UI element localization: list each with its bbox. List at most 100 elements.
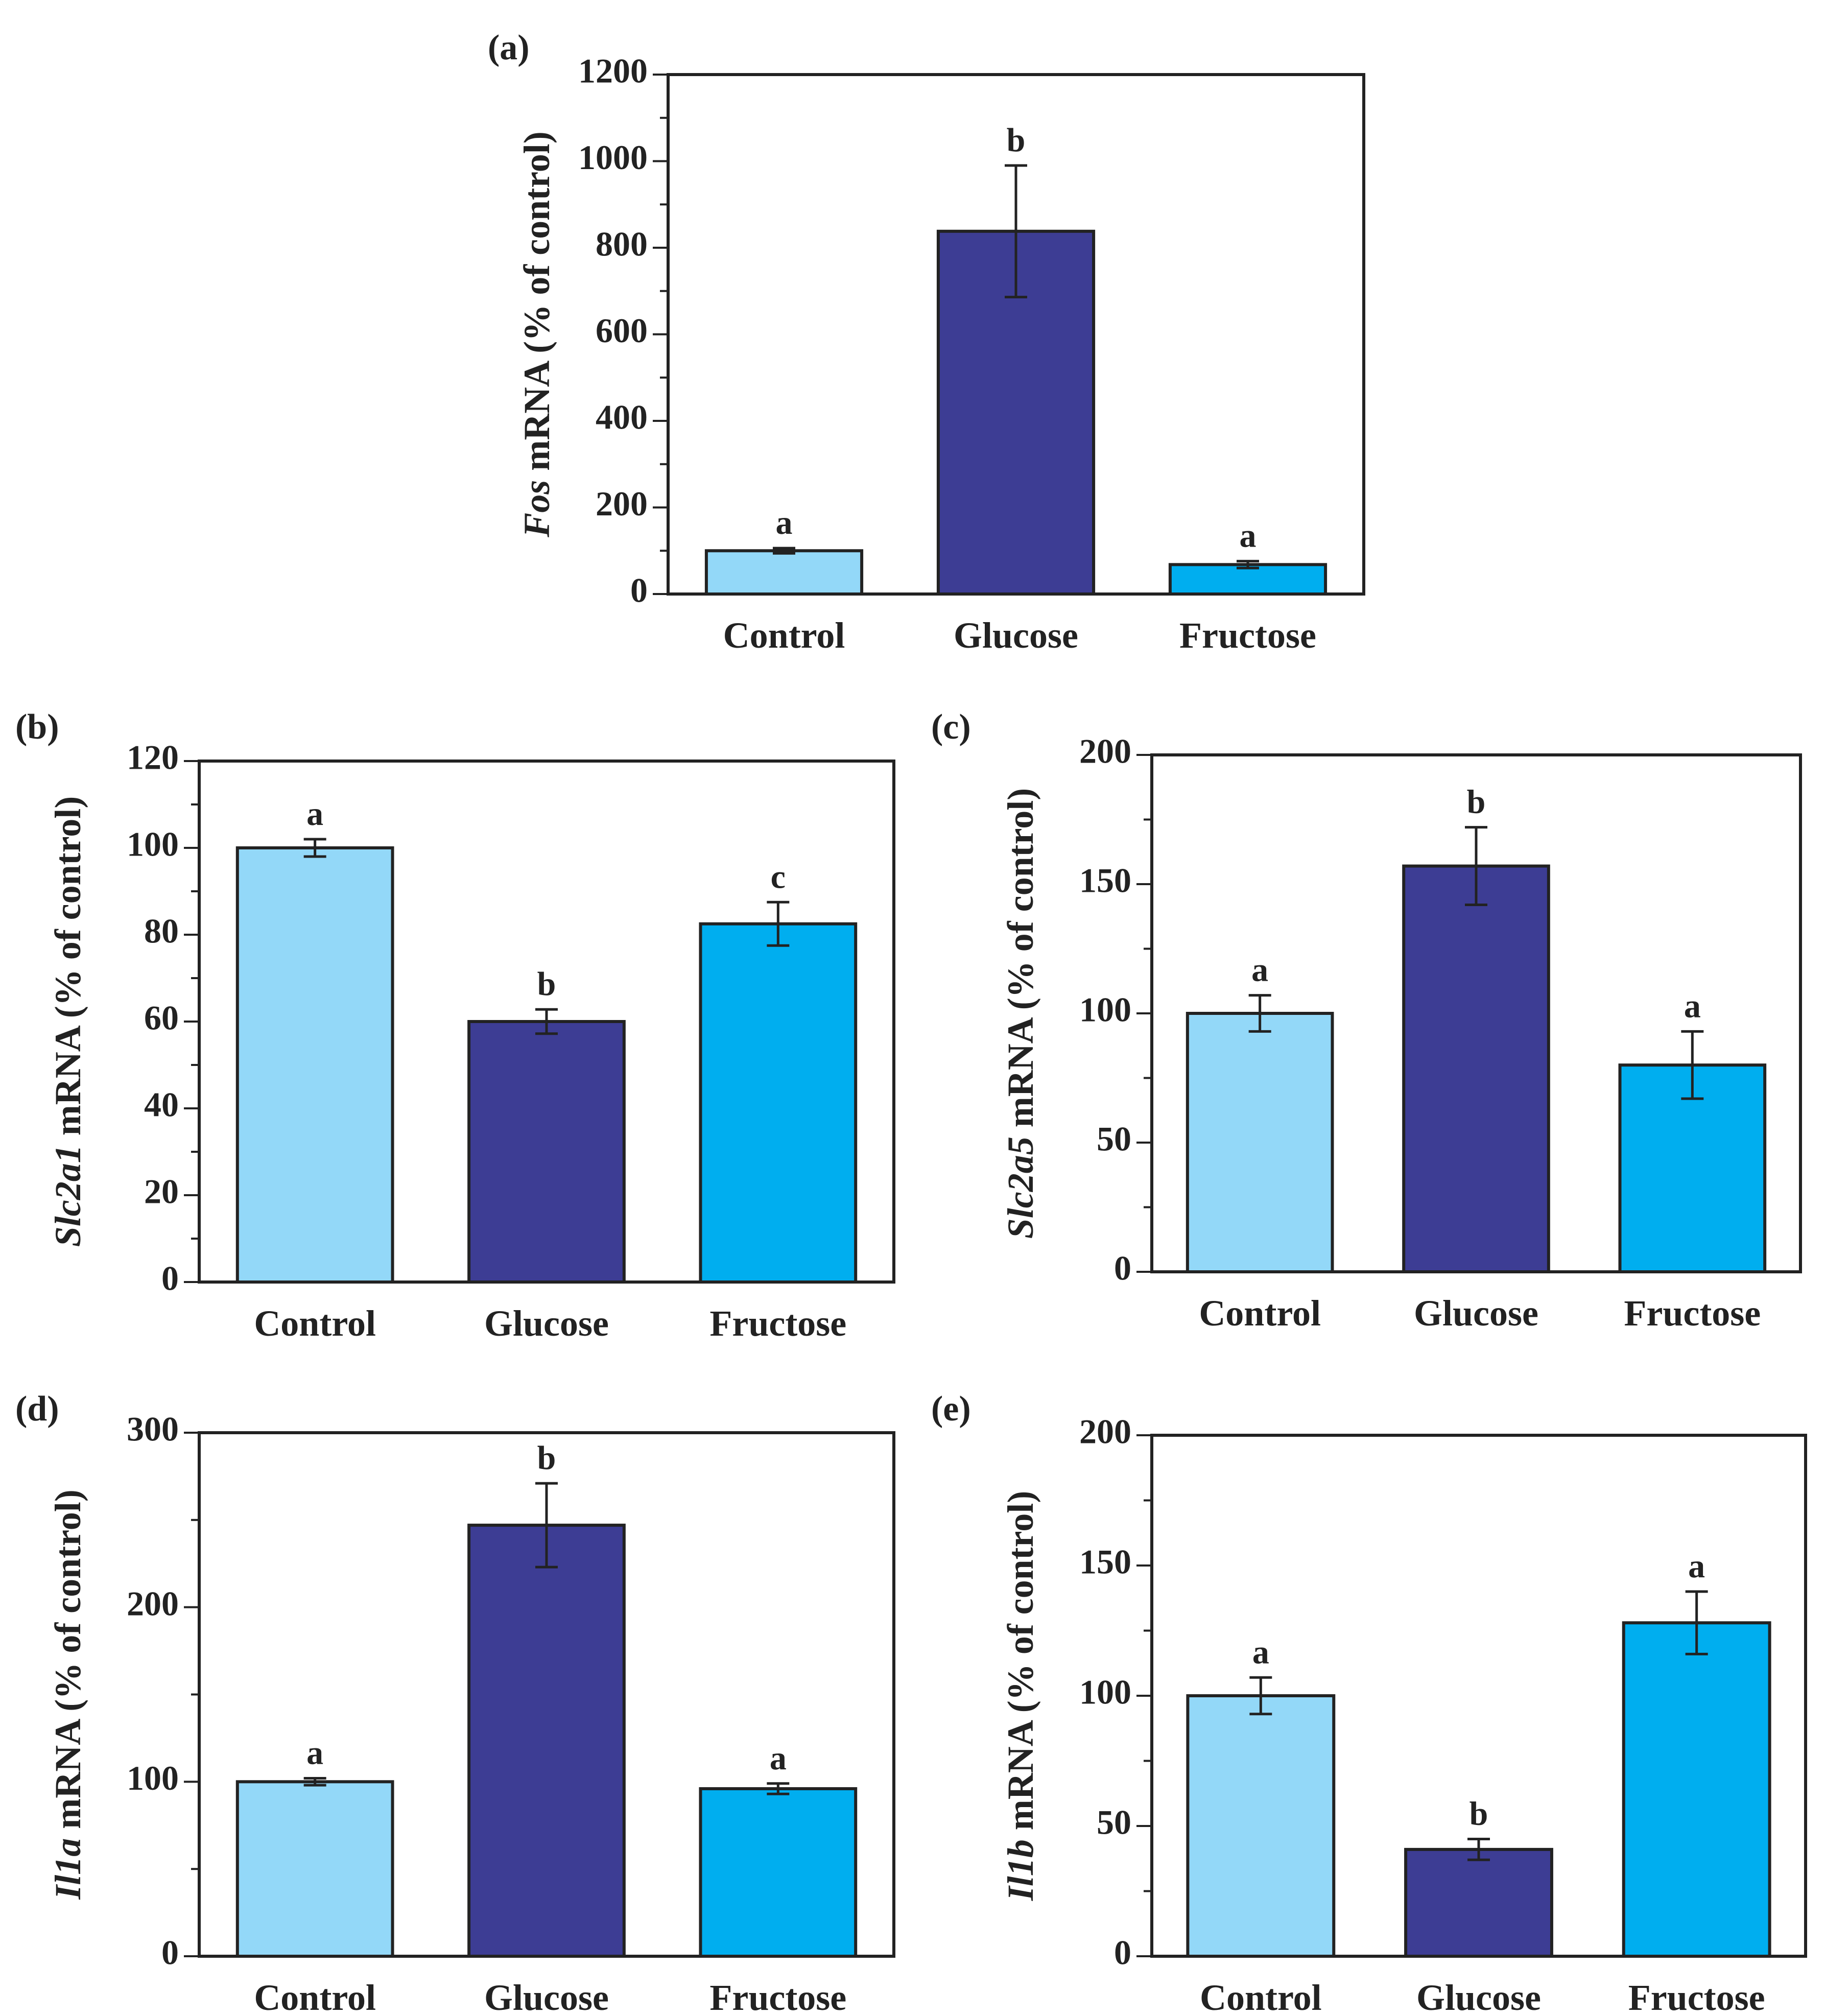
y-tick-label: 0 (1114, 1933, 1131, 1972)
y-tick-label: 0 (161, 1259, 179, 1298)
x-category-label: Fructose (1628, 1977, 1765, 2016)
y-axis-title-gene: Il1a (48, 1838, 88, 1900)
significance-label: a (306, 1735, 323, 1772)
panel-label: (a) (488, 28, 530, 67)
significance-label: a (770, 1740, 787, 1777)
x-category-label: Glucose (484, 1303, 609, 1344)
error-bar (303, 838, 326, 858)
error-bar (773, 547, 795, 555)
error-bar (1249, 1676, 1272, 1716)
error-bar (1685, 1590, 1708, 1655)
bar-glucose (467, 1020, 626, 1284)
significance-label: a (306, 795, 323, 833)
error-bar (1467, 1838, 1490, 1861)
x-category-label: Control (254, 1977, 376, 2016)
plot-frame (1150, 1434, 1807, 1958)
plot-frame (1150, 753, 1802, 1273)
panel-label: (c) (931, 707, 971, 747)
significance-label: c (771, 858, 786, 895)
y-tick-label: 40 (144, 1085, 179, 1124)
x-category-label: Glucose (1414, 1293, 1538, 1334)
y-tick-label: 60 (144, 999, 179, 1037)
y-tick-label: 200 (596, 484, 648, 523)
y-axis-title: Slc2a5 mRNA (% of control) (1000, 788, 1041, 1239)
y-tick-label: 80 (144, 912, 179, 951)
y-axis-title-units: mRNA (% of control) (516, 131, 557, 480)
significance-label: b (537, 965, 556, 1003)
bar-control (235, 846, 394, 1284)
y-tick-label: 50 (1097, 1120, 1131, 1158)
y-tick-label: 200 (127, 1584, 179, 1623)
panel-label: (e) (931, 1389, 971, 1429)
bar-fructose (1168, 563, 1328, 596)
significance-label: b (1007, 122, 1026, 159)
bar-glucose (467, 1524, 626, 1958)
y-tick-label: 100 (1079, 1673, 1131, 1712)
x-category-label: Fructose (709, 1303, 846, 1344)
chart-panel-a: (a) 0 200 400 600 800 1000 1200 a Control b Glucose… (488, 28, 1365, 656)
plot-frame (198, 760, 895, 1284)
bar-control (1186, 1694, 1336, 1958)
bar-glucose (1404, 1847, 1553, 1958)
y-axis-title-gene: Slc2a5 (1000, 1136, 1041, 1239)
y-tick-label: 600 (596, 311, 648, 350)
error-bar (1248, 994, 1271, 1033)
x-category-label: Glucose (484, 1977, 609, 2016)
y-tick-label: 0 (1114, 1249, 1131, 1288)
bar-fructose (699, 1787, 858, 1958)
x-category-label: Fructose (1179, 615, 1316, 656)
x-category-label: Fructose (709, 1977, 846, 2016)
error-bar (767, 900, 790, 947)
error-bar (535, 1008, 558, 1035)
y-tick-label: 100 (1079, 990, 1131, 1029)
y-tick-label: 100 (127, 1759, 179, 1797)
y-tick-label: 120 (127, 738, 179, 777)
y-axis-title-units: mRNA (% of control) (48, 796, 88, 1145)
y-axis-title-units: mRNA (% of control) (1000, 1491, 1041, 1840)
chart-panel-c: (c) 0 50 100 150 200 a Control b Glucose a Fructose… (931, 707, 1802, 1334)
panel-label: (d) (15, 1389, 59, 1429)
y-tick-label: 150 (1079, 861, 1131, 900)
significance-label: a (1684, 987, 1701, 1025)
significance-label: b (1467, 784, 1486, 821)
error-bar (303, 1777, 326, 1787)
bar-glucose (1402, 864, 1550, 1273)
significance-label: b (1470, 1795, 1488, 1833)
y-tick-label: 100 (127, 825, 179, 864)
bar-fructose (699, 922, 858, 1284)
y-tick-label: 800 (596, 225, 648, 264)
plot-frame (667, 73, 1365, 596)
bar-fructose (1622, 1621, 1771, 1958)
y-tick-label: 1200 (578, 52, 648, 90)
x-category-label: Control (1200, 1977, 1322, 2016)
x-category-label: Glucose (1416, 1977, 1541, 2016)
significance-label: a (1688, 1548, 1705, 1585)
error-bar (535, 1482, 558, 1569)
x-category-label: Glucose (954, 615, 1078, 656)
y-axis-title-gene: Il1b (1000, 1839, 1041, 1901)
panel-label: (b) (15, 707, 59, 747)
y-axis-title: Il1a mRNA (% of control) (48, 1489, 88, 1900)
chart-panel-e: (e) 0 50 100 150 200 a Control b Glucose a Fructose… (931, 1389, 1807, 2016)
x-category-label: Fructose (1624, 1293, 1761, 1334)
y-axis-title-gene: Slc2a1 (48, 1145, 88, 1247)
error-bar (1681, 1030, 1704, 1100)
bar-control (704, 549, 864, 596)
y-tick-label: 0 (161, 1933, 179, 1972)
y-tick-label: 1000 (578, 138, 648, 177)
y-axis-title: Il1b mRNA (% of control) (1000, 1491, 1041, 1902)
significance-label: a (1252, 1633, 1269, 1671)
chart-panel-b: (b) 0 20 40 60 80 100 120 a Control b Glucose c Fruct… (15, 707, 895, 1344)
error-bar (1237, 560, 1259, 570)
error-bar (1465, 826, 1487, 906)
bar-control (235, 1780, 394, 1958)
y-tick-label: 200 (1079, 1412, 1131, 1451)
x-category-label: Control (723, 615, 845, 656)
y-axis-title: Fos mRNA (% of control) (516, 131, 557, 538)
y-tick-label: 0 (630, 571, 648, 610)
significance-label: a (1240, 517, 1257, 555)
y-tick-label: 20 (144, 1172, 179, 1211)
y-axis-title: Slc2a1 mRNA (% of control) (48, 796, 88, 1247)
x-category-label: Control (1199, 1293, 1321, 1334)
